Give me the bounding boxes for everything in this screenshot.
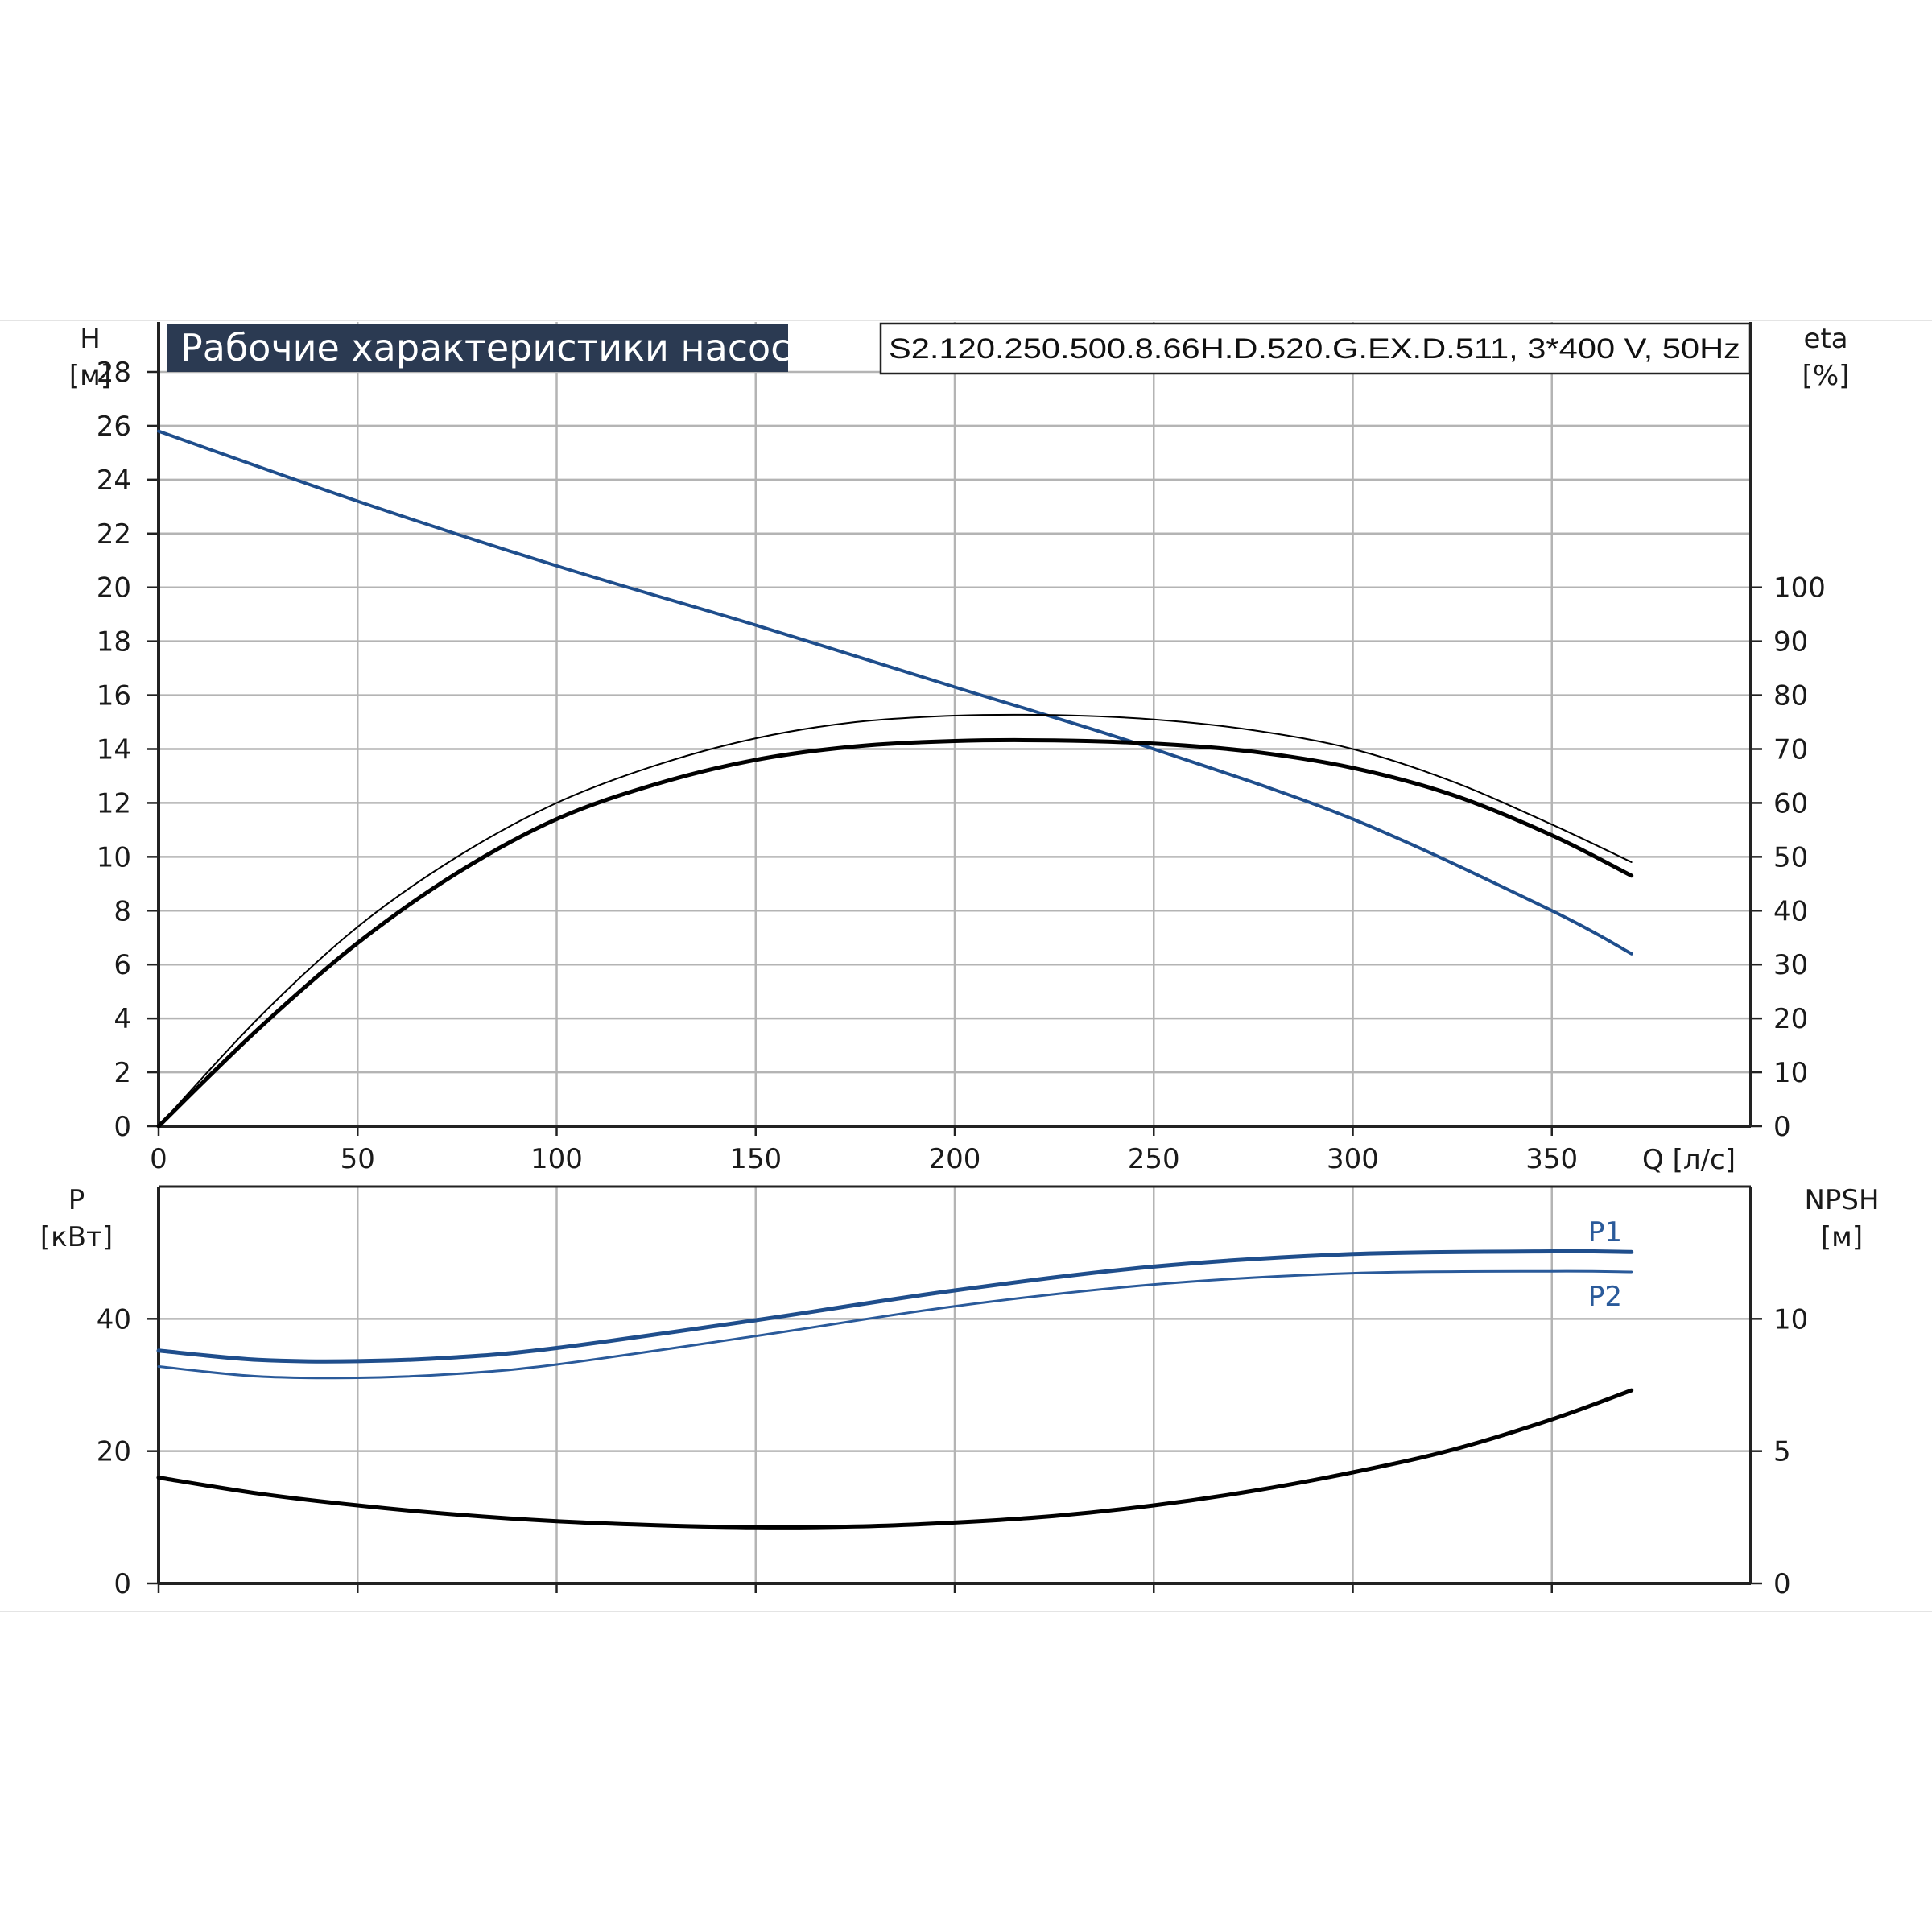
top-y-left-tick-label: 2 — [114, 1057, 131, 1089]
bottom-series-p2 — [157, 1269, 1633, 1380]
top-y-left-tick-label: 18 — [97, 626, 131, 658]
top-y-left-tick-label: 0 — [114, 1111, 131, 1143]
bottom-y-right-tick-label: 5 — [1773, 1436, 1791, 1468]
y-right-title-top-2: [%] — [1802, 360, 1850, 392]
top-x-tick-label: 50 — [341, 1143, 375, 1175]
top-x-tick-label: 350 — [1525, 1143, 1578, 1175]
top-y-left-tick-label: 22 — [97, 518, 131, 551]
top-series-0 — [157, 429, 1633, 956]
y-right-title-bottom-2: [м] — [1821, 1221, 1863, 1253]
top-y-left-tick-label: 20 — [97, 572, 131, 605]
series-label-p2: P2 — [1588, 1281, 1622, 1313]
model-label: S2.120.250.500.8.66H.D.520.G.EX.D.511, 3… — [889, 333, 1740, 365]
y-left-title-top-1: H — [80, 323, 101, 355]
bottom-y-right-tick-label: 0 — [1773, 1568, 1791, 1600]
top-x-tick-label: 200 — [929, 1143, 981, 1175]
bottom-y-right-tick-label: 10 — [1773, 1303, 1808, 1335]
top-x-tick-label: 100 — [530, 1143, 583, 1175]
top-y-right-tick-label: 100 — [1773, 572, 1826, 605]
y-left-title-bottom-1: P — [68, 1184, 85, 1216]
top-x-tick-label: 300 — [1327, 1143, 1379, 1175]
top-y-left-tick-label: 16 — [97, 680, 131, 712]
top-y-right-tick-label: 0 — [1773, 1111, 1791, 1143]
y-right-title-top-1: eta — [1803, 323, 1847, 355]
top-y-right-tick-label: 60 — [1773, 787, 1808, 819]
performance-series — [156, 429, 1634, 1129]
top-y-left-tick-label: 12 — [97, 787, 131, 819]
top-y-left-tick-label: 24 — [97, 464, 131, 497]
top-y-right-tick-label: 70 — [1773, 734, 1808, 766]
bottom-series-p1 — [156, 1249, 1634, 1364]
top-y-left-tick-label: 10 — [97, 841, 131, 873]
title-banner — [167, 324, 788, 372]
top-y-left-tick-label: 4 — [114, 1003, 131, 1035]
bottom-y-left-tick-label: 0 — [114, 1568, 131, 1600]
y-left-title-bottom-2: [кВт] — [40, 1221, 113, 1253]
y-left-title-top-2: [м] — [69, 360, 111, 392]
y-right-title-bottom-1: NPSH — [1804, 1184, 1879, 1216]
top-y-left-tick-label: 26 — [97, 411, 131, 443]
top-y-left-tick-label: 28 — [97, 357, 131, 389]
top-y-right-tick-label: 40 — [1773, 895, 1808, 927]
top-y-left-tick-label: 6 — [114, 949, 131, 981]
top-y-left-tick-label: 14 — [97, 734, 131, 766]
bottom-y-left-tick-label: 20 — [97, 1436, 131, 1468]
top-series-2 — [156, 737, 1634, 1129]
top-y-right-tick-label: 50 — [1773, 841, 1808, 873]
bottom-y-left-tick-label: 40 — [97, 1303, 131, 1335]
tick-labels: 0246810121416182022242628010203040506070… — [97, 357, 1826, 1600]
top-y-right-tick-label: 10 — [1773, 1057, 1808, 1089]
chart-title: Рабочие характеристики насоса — [180, 326, 814, 369]
top-y-right-tick-label: 80 — [1773, 680, 1808, 712]
performance-grid — [147, 322, 1762, 1136]
top-y-right-tick-label: 20 — [1773, 1003, 1808, 1035]
top-y-right-tick-label: 90 — [1773, 626, 1808, 658]
top-y-right-tick-label: 30 — [1773, 949, 1808, 981]
bottom-series-2 — [156, 1388, 1634, 1530]
top-y-left-tick-label: 8 — [114, 895, 131, 927]
model-box — [879, 322, 1752, 375]
series-label-p1: P1 — [1588, 1216, 1622, 1249]
top-x-tick-label: 150 — [729, 1143, 782, 1175]
top-x-tick-label: 0 — [150, 1143, 167, 1175]
top-series-1 — [158, 713, 1633, 1127]
power-grid — [147, 1185, 1762, 1593]
power-series — [156, 1249, 1634, 1530]
x-axis-title: Q [л/с] — [1642, 1144, 1736, 1176]
top-x-tick-label: 250 — [1128, 1143, 1180, 1175]
